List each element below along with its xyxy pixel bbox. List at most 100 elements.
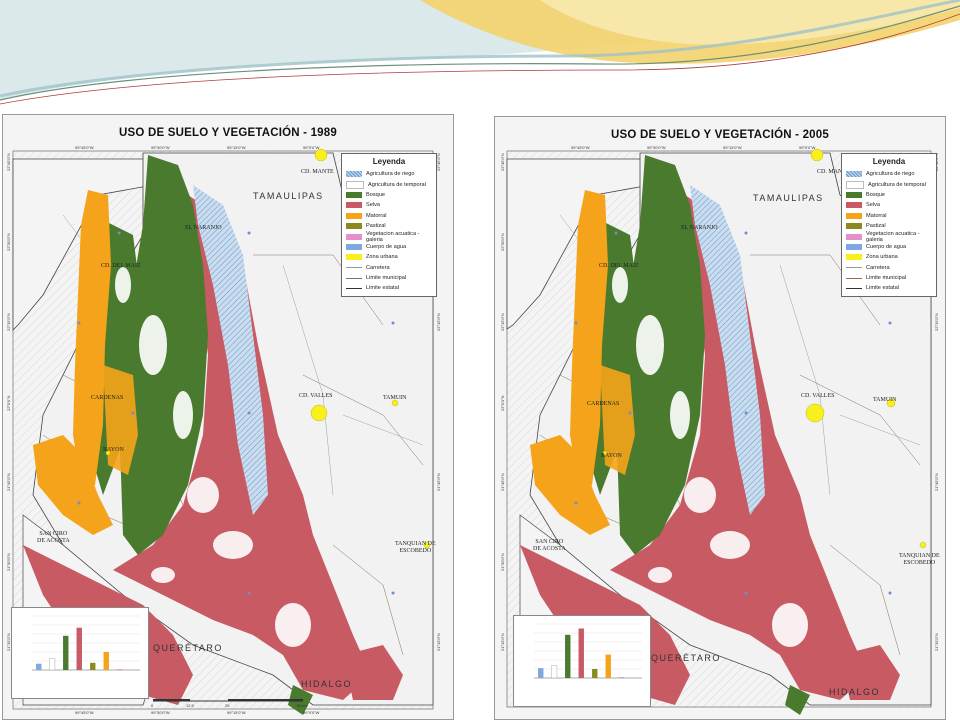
legend-label: Agricultura de riego [866, 171, 915, 178]
chart-bar [49, 658, 56, 671]
legend-item: Matorral [346, 211, 432, 221]
legend-item: Bosque [346, 190, 432, 200]
place-label: RAYON [601, 453, 622, 459]
scale-label: 0 [151, 703, 154, 708]
legend-swatch [346, 171, 362, 178]
coord-left: 22°30'0"N [6, 233, 11, 251]
legend-item: Limite estatal [346, 283, 432, 293]
chart-bar [117, 669, 123, 670]
state-label: QUERÉTARO [153, 643, 223, 653]
legend-label: Pastizal [866, 223, 886, 230]
chart-bar [565, 634, 571, 678]
state-label: HIDALGO [829, 687, 881, 697]
legend-line-swatch [346, 287, 362, 289]
coord-right: 22°15'0"N [436, 313, 441, 331]
legend-item: Cuerpo de agua [346, 242, 432, 252]
map-title: USO DE SUELO Y VEGETACIÓN - 2005 [611, 129, 829, 141]
legend-swatch [346, 254, 362, 261]
place-label: CD. VALLES [299, 393, 333, 399]
legend-swatch [846, 171, 862, 178]
legend-swatch [846, 202, 862, 209]
legend-label: Bosque [866, 191, 885, 198]
coord-right: 21°15'0"N [934, 633, 939, 651]
place-label: SAN CIRO DE ACOSTA [533, 539, 566, 552]
coord-left: 22°0'0"N [6, 395, 11, 411]
place-label: CD. MANTE [301, 169, 334, 175]
state-label: TAMAULIPAS [753, 193, 824, 203]
chart-bar [538, 668, 544, 678]
legend-label: Zona urbana [366, 254, 398, 261]
legend-swatch [846, 243, 862, 250]
legend-label: Agricultura de temporal [368, 181, 426, 188]
coord-top: 99°0'0"W [799, 145, 816, 150]
chart-bar [592, 669, 598, 678]
legend-label: Carretera [366, 264, 390, 271]
legend-item: Agricultura de riego [846, 169, 932, 179]
coord-top: 99°30'0"W [151, 145, 170, 150]
legend-label: Bosque [366, 191, 385, 198]
legend-swatch [346, 180, 364, 189]
legend-item: Carretera [846, 263, 932, 273]
legend-line-swatch [346, 277, 362, 279]
coord-left: 22°45'0"N [6, 153, 11, 171]
legend-swatch [346, 212, 362, 219]
legend-item: Vegetacion acuatica - galeria [846, 231, 932, 243]
map-panel-1989: USO DE SUELO Y VEGETACIÓN - 1989 99°45'0… [2, 114, 454, 720]
legend-label: Matorral [866, 212, 887, 219]
coord-right: 21°45'0"N [934, 473, 939, 491]
chart-bar [551, 665, 558, 679]
legend-item: Carretera [346, 263, 432, 273]
coord-left: 22°0'0"N [500, 395, 505, 411]
legend-swatch [846, 180, 864, 189]
coord-top: 99°45'0"W [571, 145, 590, 150]
legend-label: Limite municipal [366, 275, 407, 282]
legend-title: Leyenda [372, 157, 406, 166]
legend-swatch [846, 223, 862, 230]
legend-swatch [346, 202, 362, 209]
coord-top: 99°15'0"W [227, 145, 246, 150]
legend-swatch [846, 233, 862, 240]
coord-bottom: 99°30'0"W [151, 710, 170, 715]
legend-item: Agricultura de temporal [846, 179, 932, 189]
chart-bar [90, 662, 96, 670]
legend-label: Zona urbana [866, 254, 898, 261]
map-legend: Leyenda Agricultura de riego Agricultura … [841, 153, 937, 297]
legend-label: Limite estatal [366, 285, 399, 292]
chart-bar [76, 627, 82, 670]
legend-swatch [346, 243, 362, 250]
chart-bar [632, 677, 638, 678]
legend-item: Zona urbana [846, 252, 932, 262]
legend-swatch [346, 191, 362, 198]
place-label: EL NARANJO [185, 225, 222, 231]
header-wave-banner [0, 0, 960, 105]
chart-bar [619, 677, 625, 678]
legend-item: Agricultura de riego [346, 169, 432, 179]
place-label: CD. DEL MAIZ [599, 263, 639, 269]
place-label: TAMUIN [383, 395, 407, 401]
legend-item: Limite estatal [846, 283, 932, 293]
legend-items: Agricultura de riego Agricultura de tempo… [346, 169, 432, 294]
legend-label: Carretera [866, 264, 890, 271]
land-use-bar-chart [11, 607, 149, 699]
legend-item: Selva [346, 200, 432, 210]
place-label: TANQUIAN DE ESCOBEDO [395, 541, 436, 554]
legend-line-swatch [846, 277, 862, 279]
legend-item: Limite municipal [346, 273, 432, 283]
legend-label: Vegetacion acuatica - galeria [366, 230, 420, 243]
legend-label: Agricultura de temporal [868, 181, 926, 188]
coord-right: 21°15'0"N [436, 633, 441, 651]
chart-bar [130, 669, 136, 670]
map-legend: Leyenda Agricultura de riego Agricultura … [341, 153, 437, 297]
place-label: SAN CIRO DE ACOSTA [37, 531, 70, 544]
coord-top: 99°45'0"W [75, 145, 94, 150]
legend-swatch [846, 254, 862, 261]
coord-top: 99°15'0"W [723, 145, 742, 150]
coord-left: 22°15'0"N [500, 313, 505, 331]
legend-label: Selva [366, 202, 380, 209]
legend-label: Limite municipal [866, 275, 907, 282]
place-label: CARDENAS [91, 395, 124, 401]
coord-left: 21°45'0"N [6, 473, 11, 491]
land-use-bar-chart [513, 615, 651, 707]
legend-title: Leyenda [872, 157, 906, 166]
coord-left: 21°30'0"N [500, 553, 505, 571]
